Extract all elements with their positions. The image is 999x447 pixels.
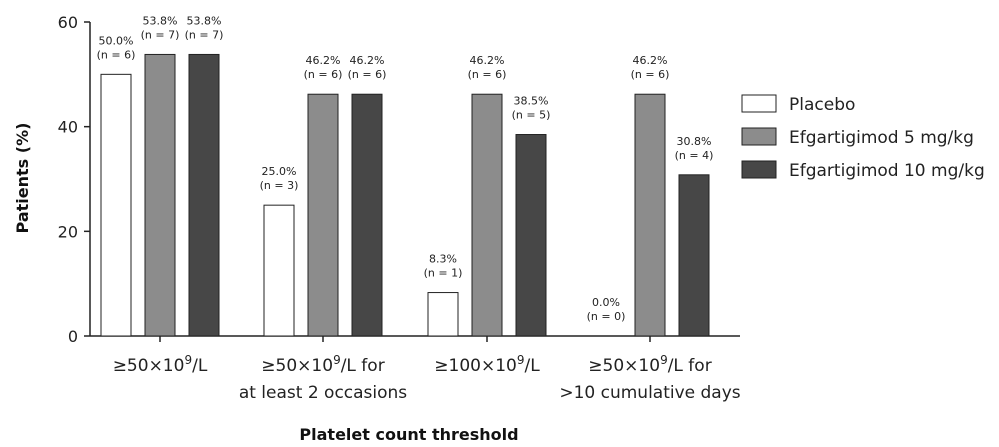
data-label-percent: 38.5%	[514, 95, 549, 108]
data-label-percent: 46.2%	[306, 54, 341, 67]
legend-swatch	[741, 94, 777, 113]
data-label-n: (n = 7)	[185, 28, 224, 41]
data-label-n: (n = 6)	[631, 68, 670, 81]
legend-swatch	[741, 127, 777, 146]
data-label-percent: 53.8%	[187, 14, 222, 27]
bar	[471, 93, 503, 337]
x-tick-labels: ≥50×109/L ≥50×109/L for at least 2 occasio…	[113, 353, 741, 403]
legend-label: Efgartigimod 5 mg/kg	[789, 128, 974, 148]
y-tick-labels: 0 20 40 60	[58, 13, 78, 346]
bar	[263, 204, 295, 337]
data-label-percent: 46.2%	[470, 54, 505, 67]
data-labels: 50.0%(n = 6)25.0%(n = 3)8.3%(n = 1)0.0%(…	[97, 14, 714, 323]
bar	[144, 53, 176, 337]
legend-label: Efgartigimod 10 mg/kg	[789, 161, 985, 181]
y-tick-label: 40	[58, 118, 78, 137]
bar	[634, 93, 666, 337]
x-tick-label: ≥50×109/L for	[588, 353, 711, 376]
data-label-percent: 30.8%	[677, 135, 712, 148]
bar	[188, 53, 220, 337]
bar	[307, 93, 339, 337]
x-tick-label: ≥50×109/L for	[261, 353, 384, 376]
bar	[427, 292, 459, 337]
data-label-percent: 8.3%	[429, 253, 457, 266]
data-label-percent: 46.2%	[633, 54, 668, 67]
data-label-percent: 25.0%	[262, 165, 297, 178]
x-tick-label: ≥100×109/L	[434, 353, 540, 376]
bar	[515, 134, 547, 337]
bar	[100, 73, 132, 337]
data-label-n: (n = 6)	[348, 68, 387, 81]
x-axis-title: Platelet count threshold	[299, 425, 518, 444]
x-tick-label: ≥50×109/L	[113, 353, 208, 376]
bars	[100, 53, 710, 337]
x-tick-label-line2: at least 2 occasions	[239, 383, 407, 403]
data-label-n: (n = 3)	[260, 179, 299, 192]
data-label-n: (n = 4)	[675, 149, 714, 162]
data-label-n: (n = 6)	[97, 48, 136, 61]
data-label-percent: 46.2%	[350, 54, 385, 67]
bar	[351, 93, 383, 337]
x-tick-label-line2: >10 cumulative days	[559, 383, 740, 403]
legend: Placebo Efgartigimod 5 mg/kg Efgartigimod …	[741, 94, 985, 181]
bar	[678, 174, 710, 337]
y-tick-label: 0	[68, 327, 78, 346]
legend-swatch	[741, 160, 777, 179]
data-label-percent: 50.0%	[99, 34, 134, 47]
data-label-n: (n = 5)	[512, 109, 551, 122]
data-label-percent: 53.8%	[143, 14, 178, 27]
legend-label: Placebo	[789, 95, 855, 115]
y-tick-label: 20	[58, 222, 78, 241]
y-tick-label: 60	[58, 13, 78, 32]
data-label-n: (n = 6)	[468, 68, 507, 81]
y-axis-title: Patients (%)	[13, 123, 32, 234]
data-label-percent: 0.0%	[592, 296, 620, 309]
data-label-n: (n = 1)	[424, 267, 463, 280]
data-label-n: (n = 0)	[587, 310, 626, 323]
data-label-n: (n = 7)	[141, 28, 180, 41]
data-label-n: (n = 6)	[304, 68, 343, 81]
